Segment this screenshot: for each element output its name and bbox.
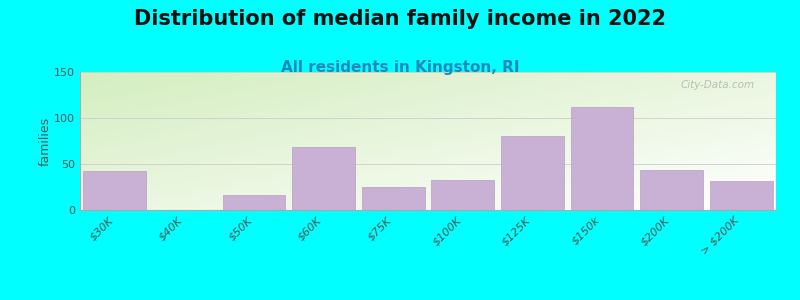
Bar	[83, 171, 146, 210]
Text: City-Data.com: City-Data.com	[681, 80, 755, 90]
Y-axis label: families: families	[38, 116, 51, 166]
Bar	[292, 147, 355, 210]
Text: Distribution of median family income in 2022: Distribution of median family income in …	[134, 9, 666, 29]
Bar	[222, 195, 286, 210]
Bar	[710, 182, 773, 210]
Text: All residents in Kingston, RI: All residents in Kingston, RI	[281, 60, 519, 75]
Bar	[640, 170, 703, 210]
Bar	[362, 187, 425, 210]
Bar	[431, 180, 494, 210]
Bar	[501, 136, 564, 210]
Bar	[570, 107, 634, 210]
